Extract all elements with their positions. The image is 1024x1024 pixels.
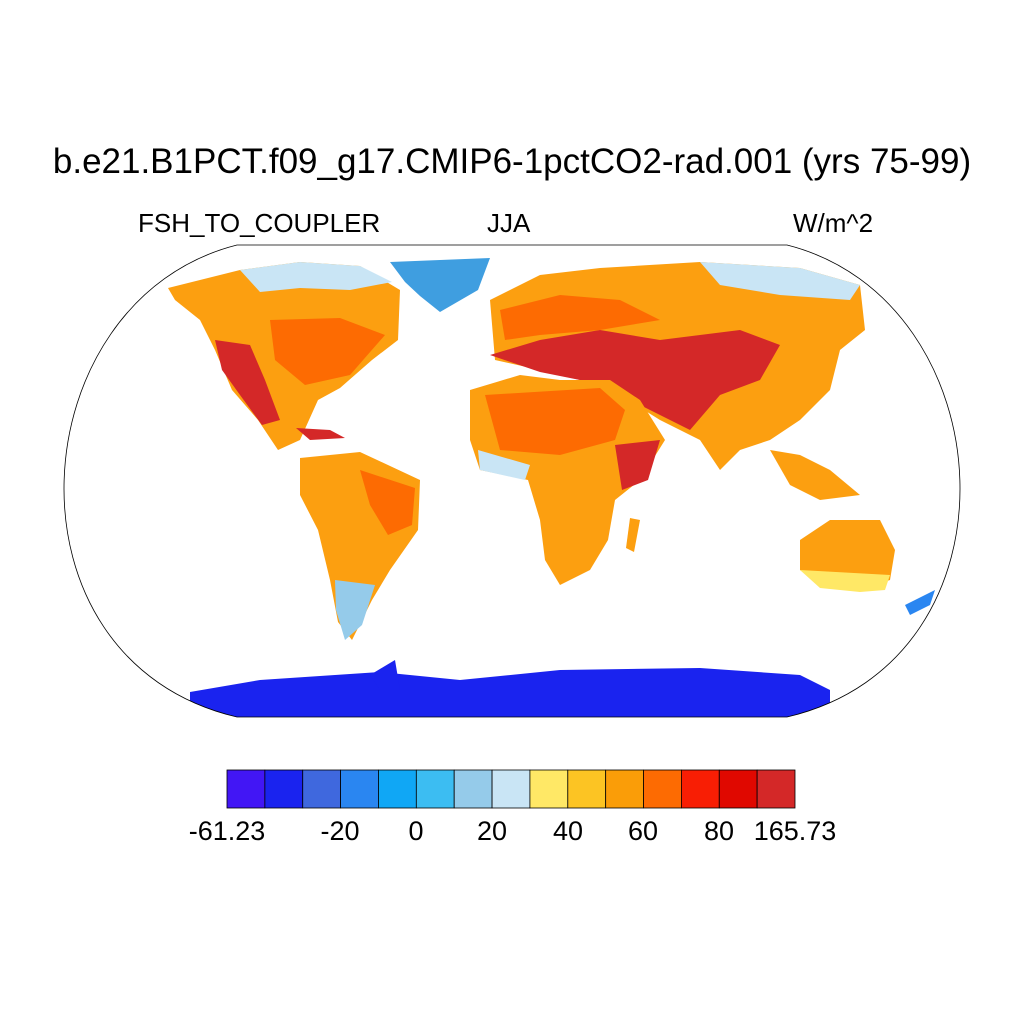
colorbar-swatch (681, 769, 720, 809)
africa-west-cold (478, 450, 530, 480)
colorbar-label-min: -61.23 (188, 816, 266, 846)
new-zealand (905, 590, 935, 615)
colorbar-label-max: 165.73 (753, 816, 837, 846)
south-america-cold (335, 580, 375, 640)
colorbar-swatch (378, 769, 417, 809)
southeast-asia (770, 450, 860, 500)
units-label: W/m^2 (793, 208, 874, 238)
map-title: b.e21.B1PCT.f09_g17.CMIP6-1pctCO2-rad.00… (52, 142, 972, 181)
colorbar-swatch (264, 769, 304, 809)
antarctica-region (190, 668, 830, 717)
season-label: JJA (487, 208, 531, 238)
colorbar-swatch (529, 769, 569, 809)
madagascar (626, 518, 640, 552)
africa-sahara (485, 388, 625, 455)
colorbar (226, 769, 796, 809)
colorbar-label: 40 (552, 816, 584, 846)
colorbar-swatch (491, 769, 531, 809)
variable-label: FSH_TO_COUPLER (138, 208, 381, 238)
colorbar-swatch (605, 769, 644, 809)
north-america-north (240, 262, 392, 292)
greenland-region (390, 258, 490, 312)
colorbar-swatch (302, 769, 342, 809)
colorbar-swatch (415, 769, 455, 809)
globe-outline (63, 244, 961, 718)
colorbar-swatch (643, 769, 682, 809)
colorbar-label: 20 (476, 816, 508, 846)
eurasia-hot (490, 330, 780, 430)
australia-south (800, 570, 890, 592)
colorbar-label: 80 (703, 816, 735, 846)
colorbar-label: -20 (320, 816, 360, 846)
colorbar-swatch (226, 769, 266, 809)
colorbar-swatch (756, 769, 796, 809)
cuba (296, 428, 345, 440)
asia-north (700, 262, 860, 300)
antarctic-peninsula (370, 660, 400, 690)
south-america-hot (360, 470, 415, 535)
north-america-hot (215, 340, 280, 425)
colorbar-swatch (567, 769, 607, 809)
land-fields (168, 258, 935, 717)
colorbar-label: 60 (627, 816, 659, 846)
colorbar-swatch (718, 769, 758, 809)
colorbar-swatch (340, 769, 379, 809)
colorbar-label: 0 (408, 816, 424, 846)
europe-warm (500, 295, 660, 340)
north-america-east (270, 318, 385, 385)
horn-of-africa (615, 440, 660, 490)
colorbar-swatch (453, 769, 493, 809)
